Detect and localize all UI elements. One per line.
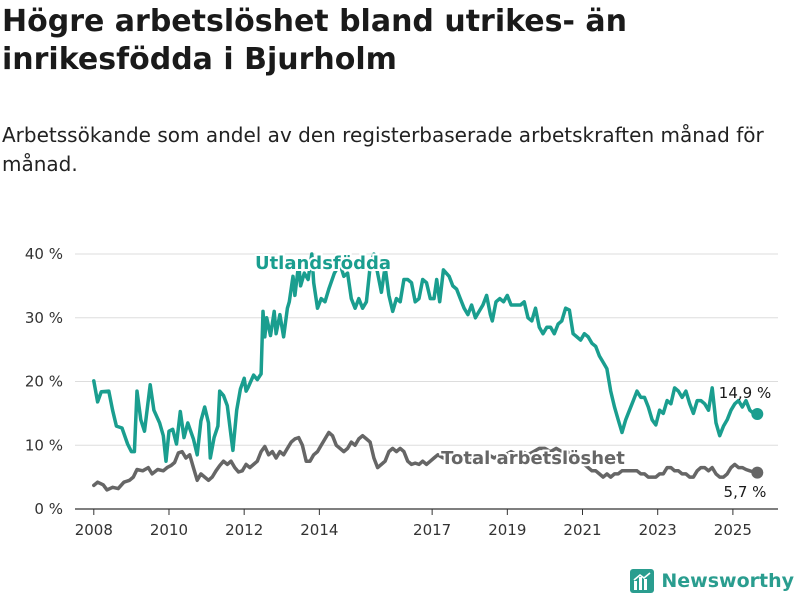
chart-subtitle: Arbetssökande som andel av den registerb… [2,123,764,176]
brand-name: Newsworthy [661,570,794,592]
x-axis-tick-labels: 2008 2010 2012 2014 2017 2019 2021 2023 2025 [75,509,752,539]
series-label-total: Total arbetslöshet [441,448,625,469]
chart-title: Högre arbetslöshet bland utrikes- än inr… [2,4,627,77]
line-chart: 0 % 10 % 20 % 30 % 40 % 2008 2010 2012 2014 2017… [25,245,778,539]
x-tick-label: 2019 [488,521,526,539]
x-tick-label: 2012 [225,521,263,539]
y-tick-label: 10 % [25,436,63,454]
y-tick-label: 20 % [25,373,63,391]
newsworthy-logo-icon [630,569,655,593]
series-lines [92,252,764,492]
series-label-utlandsfodda: Utlandsfödda [255,253,391,274]
x-tick-label: 2008 [75,521,113,539]
grid-layer [75,253,778,510]
y-tick-label: 30 % [25,309,63,327]
x-tick-label: 2025 [714,521,752,539]
end-point-utlandsfodda [751,408,764,421]
series-line-total [92,430,760,492]
x-tick-label: 2010 [150,521,188,539]
end-point-total [751,466,764,479]
end-value-label-utlandsfodda: 14,9 % [719,384,771,402]
y-axis-tick-labels: 0 % 10 % 20 % 30 % 40 % [25,245,63,518]
x-tick-label: 2017 [413,521,451,539]
y-tick-label: 40 % [25,245,63,263]
y-tick-label: 0 % [34,500,63,518]
end-value-label-total: 5,7 % [724,483,767,501]
x-tick-label: 2021 [563,521,601,539]
brand-logo: Newsworthy [629,568,794,594]
x-tick-label: 2023 [639,521,677,539]
x-tick-label: 2014 [300,521,338,539]
series-line-utlandsfodda [92,252,760,463]
